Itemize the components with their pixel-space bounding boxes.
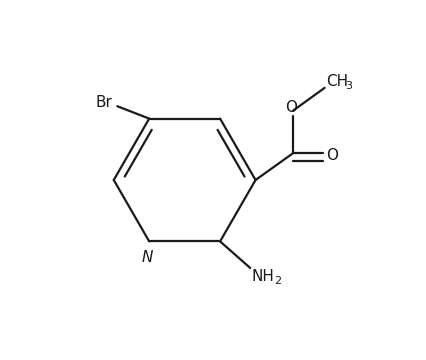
Text: O: O (285, 100, 297, 115)
Text: Br: Br (95, 95, 112, 110)
Text: CH: CH (326, 74, 348, 89)
Text: N: N (142, 250, 153, 265)
Text: 3: 3 (345, 81, 352, 91)
Text: NH: NH (252, 269, 275, 284)
Text: 2: 2 (274, 276, 282, 287)
Text: O: O (326, 148, 338, 163)
